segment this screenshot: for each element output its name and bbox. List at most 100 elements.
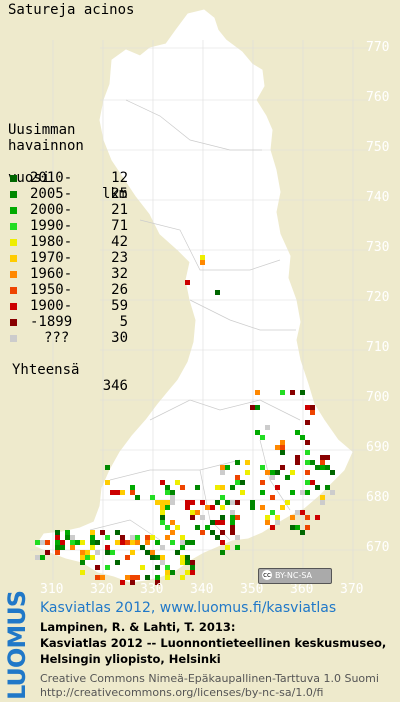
observation-dot (185, 570, 190, 575)
observation-dot (160, 480, 165, 485)
observation-dot (145, 550, 150, 555)
license-badge[interactable]: cc BY-NC-SA (258, 568, 332, 584)
y-tick-label: 720 (366, 290, 390, 305)
y-tick-label: 680 (366, 490, 390, 505)
observation-dot (260, 480, 265, 485)
kasviatlas-link[interactable]: Kasviatlas 2012, www.luomus.fi/kasviatla… (40, 600, 337, 616)
observation-dot (265, 515, 270, 520)
observation-dot (90, 555, 95, 560)
observation-dot (105, 545, 110, 550)
observation-dot (190, 565, 195, 570)
observation-dot (255, 430, 260, 435)
legend-count: 59 (111, 298, 128, 314)
observation-dot (295, 455, 300, 460)
observation-dot (105, 465, 110, 470)
observation-dot (55, 550, 60, 555)
observation-dot (295, 460, 300, 465)
observation-dot (155, 575, 160, 580)
observation-dot (280, 505, 285, 510)
legend-swatch (10, 335, 17, 342)
observation-dot (120, 490, 125, 495)
observation-dot (290, 515, 295, 520)
observation-dot (235, 480, 240, 485)
observation-dot (120, 580, 125, 585)
observation-dot (170, 495, 175, 500)
observation-dot (155, 565, 160, 570)
observation-dot (95, 565, 100, 570)
observation-dot (320, 495, 325, 500)
observation-dot (270, 510, 275, 515)
cc-icon: cc (262, 570, 272, 580)
legend-count-header: lkm (102, 186, 128, 202)
legend: Uusimman havainnon vuosi lkm 2010- 12 2005… (8, 122, 128, 394)
legend-count: 25 (111, 186, 128, 202)
observation-dot (105, 480, 110, 485)
grid-lines (30, 40, 370, 580)
observation-dot (320, 460, 325, 465)
observation-dot (120, 540, 125, 545)
legend-row: 2010- 12 (8, 170, 128, 186)
observation-dot (130, 580, 135, 585)
x-tick-label: 370 (340, 582, 364, 597)
legend-count: 21 (111, 202, 128, 218)
observation-dot (305, 480, 310, 485)
legend-label: 2000- (30, 202, 73, 218)
distribution-map (30, 9, 370, 585)
observation-dot (325, 485, 330, 490)
legend-swatch (10, 303, 17, 310)
observation-dot (40, 540, 45, 545)
observation-dot (125, 555, 130, 560)
observation-dot (155, 540, 160, 545)
observation-dot (265, 470, 270, 475)
observation-dot (55, 545, 60, 550)
observation-dot (180, 545, 185, 550)
observation-dot (230, 485, 235, 490)
observation-dot (130, 485, 135, 490)
observation-dot (190, 540, 195, 545)
legend-row: 2000- 21 (8, 202, 128, 218)
observation-dot (330, 470, 335, 475)
observation-dot (220, 465, 225, 470)
legend-swatch (10, 287, 17, 294)
observation-dot (235, 535, 240, 540)
observation-dot (245, 470, 250, 475)
observation-dot (170, 490, 175, 495)
legend-row: 1990- 71 (8, 218, 128, 234)
license-url[interactable]: http://creativecommons.org/licenses/by-n… (40, 686, 324, 699)
observation-dot (320, 455, 325, 460)
observation-dot (130, 575, 135, 580)
observation-dot (100, 575, 105, 580)
x-tick-label: 340 (190, 582, 214, 597)
observation-dot (105, 550, 110, 555)
observation-dot (310, 480, 315, 485)
observation-dot (180, 540, 185, 545)
observation-dot (110, 490, 115, 495)
observation-dot (190, 515, 195, 520)
observation-dot (240, 490, 245, 495)
observation-dot (95, 540, 100, 545)
observation-dot (320, 465, 325, 470)
observation-dot (90, 545, 95, 550)
observation-dot (55, 535, 60, 540)
observation-dot (90, 540, 95, 545)
observation-dot (215, 535, 220, 540)
observation-dot (200, 500, 205, 505)
observation-dot (270, 525, 275, 530)
observation-dot (95, 575, 100, 580)
observation-dot (75, 540, 80, 545)
legend-label: 1970- (30, 250, 73, 266)
observation-dot (40, 555, 45, 560)
observation-dot (270, 470, 275, 475)
observation-dot (230, 515, 235, 520)
observation-dot (300, 510, 305, 515)
observation-dot (220, 470, 225, 475)
observation-dot (175, 480, 180, 485)
observation-dot (310, 460, 315, 465)
observation-dot (235, 475, 240, 480)
legend-label: -1899 (30, 314, 73, 330)
observation-dot (65, 530, 70, 535)
observation-dot (230, 520, 235, 525)
observation-dot (165, 490, 170, 495)
observation-dot (215, 500, 220, 505)
legend-label: 1990- (30, 218, 73, 234)
